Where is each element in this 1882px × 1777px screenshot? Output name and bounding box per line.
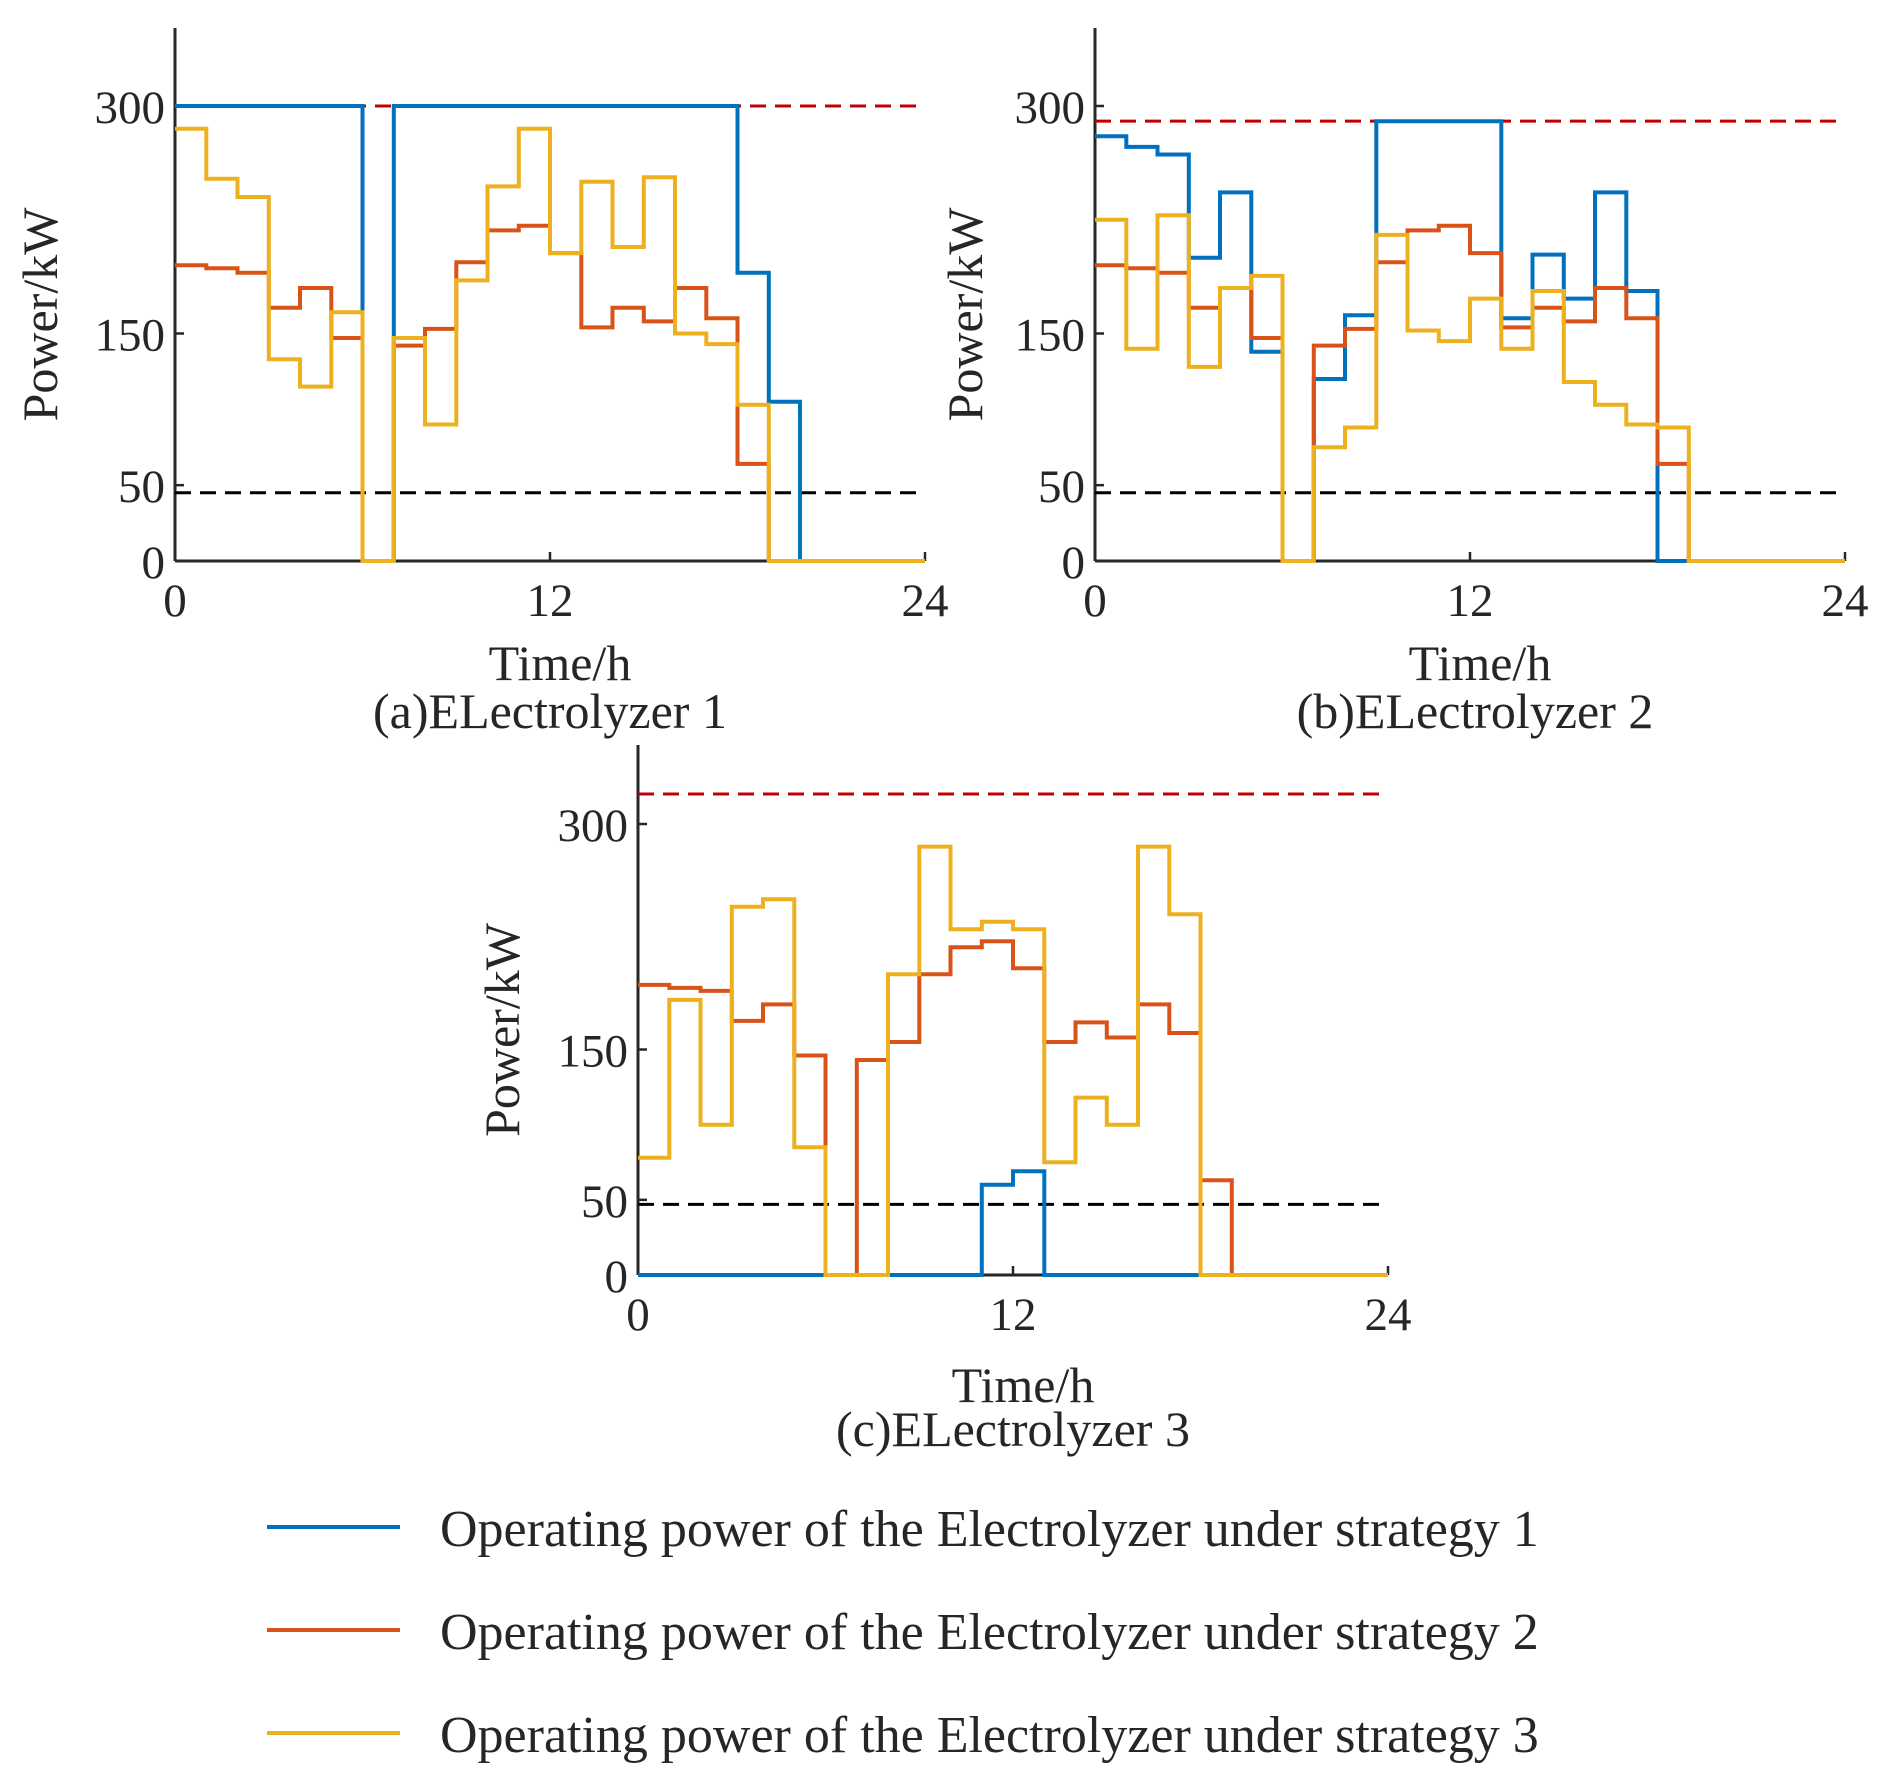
y-tick-label: 300 xyxy=(558,800,629,852)
x-tick-label: 0 xyxy=(1083,575,1107,627)
legend-label-strategy-1: Operating power of the Electrolyzer unde… xyxy=(440,1501,1539,1558)
x-axis-label: Time/h xyxy=(1409,635,1552,691)
y-tick-label: 300 xyxy=(95,82,166,134)
x-tick-label: 0 xyxy=(626,1289,650,1341)
x-tick-label: 0 xyxy=(163,575,187,627)
panel-caption: (b)ELectrolyzer 2 xyxy=(1297,683,1654,739)
x-axis-label: Time/h xyxy=(952,1357,1095,1413)
series-line-strategy-1 xyxy=(175,104,925,563)
y-tick-label: 0 xyxy=(142,537,166,589)
y-tick-label: 50 xyxy=(118,461,165,513)
x-tick-label: 24 xyxy=(902,575,949,627)
legend: Operating power of the Electrolyzer unde… xyxy=(267,1501,1539,1764)
panel-electrolyzer-2: 0 50 150 300 0 12 24 Time/h Power/kW (b)ELectroly… xyxy=(937,28,1869,739)
x-tick-label: 24 xyxy=(1365,1289,1412,1341)
series-line-strategy-1 xyxy=(638,1169,1388,1277)
series-line-strategy-2 xyxy=(175,223,925,563)
panel-electrolyzer-1: 0 50 150 300 0 12 24 Time/h Power/kW (a)ELectroly… xyxy=(12,28,949,739)
legend-label-strategy-3: Operating power of the Electrolyzer unde… xyxy=(440,1707,1539,1764)
series-line-strategy-2 xyxy=(1095,223,1845,563)
panel-electrolyzer-3: 0 50 150 300 0 12 24 Time/h Power/kW (c)ELectroly… xyxy=(474,745,1412,1457)
y-tick-label: 0 xyxy=(605,1251,629,1303)
x-tick-label: 24 xyxy=(1822,575,1869,627)
y-axis-label: Power/kW xyxy=(12,207,68,422)
panel-caption: (a)ELectrolyzer 1 xyxy=(373,683,727,739)
x-axis-label: Time/h xyxy=(489,635,632,691)
x-tick-label: 12 xyxy=(1447,575,1494,627)
series-line-strategy-3 xyxy=(638,844,1388,1277)
y-tick-label: 150 xyxy=(558,1026,629,1078)
y-tick-label: 50 xyxy=(581,1176,628,1228)
y-tick-label: 150 xyxy=(95,309,166,361)
y-tick-label: 50 xyxy=(1038,461,1085,513)
y-axis-label: Power/kW xyxy=(474,922,530,1137)
y-tick-label: 300 xyxy=(1015,82,1086,134)
y-tick-label: 0 xyxy=(1062,537,1086,589)
y-axis-label: Power/kW xyxy=(937,207,993,422)
series-line-strategy-3 xyxy=(175,126,925,563)
series-line-strategy-3 xyxy=(1095,213,1845,563)
y-tick-label: 150 xyxy=(1015,309,1086,361)
panel-caption: (c)ELectrolyzer 3 xyxy=(836,1401,1190,1457)
x-tick-label: 12 xyxy=(990,1289,1037,1341)
legend-label-strategy-2: Operating power of the Electrolyzer unde… xyxy=(440,1604,1539,1661)
series-line-strategy-2 xyxy=(638,939,1388,1277)
x-tick-label: 12 xyxy=(527,575,574,627)
